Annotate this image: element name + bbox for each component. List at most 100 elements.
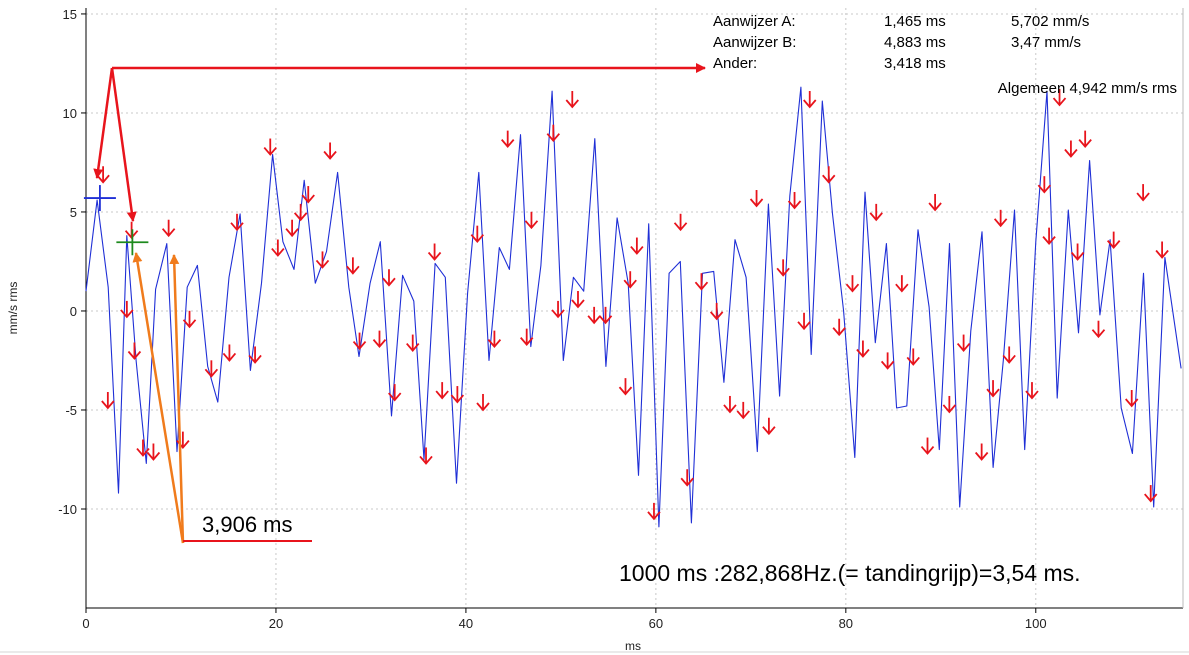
info-time-other: 3,418 ms — [884, 55, 946, 72]
x-tick-label: 100 — [1025, 616, 1047, 631]
harmonic-marker — [993, 209, 1008, 228]
harmonic-marker — [1042, 227, 1056, 246]
harmonic-marker — [285, 219, 299, 238]
harmonic-marker — [803, 91, 817, 109]
x-tick-label: 20 — [269, 616, 283, 631]
harmonic-marker — [346, 257, 360, 275]
harmonic-marker — [1052, 89, 1067, 107]
harmonic-marker — [565, 91, 579, 109]
harmonic-marker — [406, 334, 420, 352]
waveform-series — [85, 86, 1182, 528]
harmonic-marker — [520, 328, 534, 347]
harmonic-marker — [749, 190, 764, 208]
x-tick-label: 80 — [839, 616, 853, 631]
harmonic-marker — [1070, 243, 1085, 261]
harmonic-marker — [435, 382, 449, 400]
harmonic-marker — [427, 243, 442, 261]
harmonic-marker — [587, 306, 601, 325]
harmonic-markers — [96, 89, 1169, 521]
info-value-a: 5,702 mm/s — [1011, 13, 1089, 30]
orange-arrow-left — [132, 252, 185, 544]
harmonic-marker — [161, 219, 176, 238]
y-tick-label: -5 — [65, 403, 77, 418]
harmonic-marker — [101, 392, 115, 410]
harmonic-marker — [222, 344, 237, 362]
harmonic-marker — [315, 251, 330, 269]
harmonic-marker — [136, 439, 150, 457]
info-overall: Algemeen 4,942 mm/s rms — [998, 80, 1177, 97]
harmonic-marker — [974, 443, 989, 461]
harmonic-marker — [623, 271, 637, 289]
y-axis-title: mm/s rms — [6, 282, 20, 335]
waveform-line — [85, 86, 1182, 528]
harmonic-marker — [450, 386, 465, 404]
harmonic-marker — [797, 312, 811, 331]
harmonic-marker — [647, 502, 661, 521]
harmonic-marker — [323, 142, 337, 160]
harmonic-marker — [204, 360, 219, 378]
harmonic-marker — [419, 447, 433, 465]
harmonic-marker — [1155, 241, 1169, 259]
harmonic-marker — [986, 380, 1000, 398]
y-tick-label: 5 — [70, 205, 77, 220]
harmonic-marker — [630, 237, 644, 255]
harmonic-marker — [1125, 390, 1139, 408]
harmonic-marker — [120, 300, 134, 319]
harmonic-marker — [709, 302, 724, 321]
harmonic-marker — [673, 213, 688, 232]
harmonic-marker — [942, 395, 957, 414]
harmonic-marker — [271, 239, 285, 257]
info-box: Aanwijzer A: 1,465 ms 5,702 mm/s Aanwijz… — [713, 13, 1177, 97]
axes — [0, 8, 1189, 653]
harmonic-marker — [127, 342, 142, 360]
x-axis-title: ms — [625, 639, 641, 653]
arrow-to-cursor-b — [110, 67, 137, 222]
period-label: 3,906 ms — [202, 512, 293, 537]
info-time-b: 4,883 ms — [884, 34, 946, 51]
harmonic-marker — [230, 213, 244, 232]
harmonic-marker — [895, 275, 909, 293]
harmonic-marker — [845, 275, 860, 293]
harmonic-marker — [146, 443, 161, 461]
harmonic-marker — [546, 124, 560, 143]
harmonic-marker — [352, 332, 367, 350]
info-label-other: Ander: — [713, 55, 757, 72]
harmonic-marker — [787, 192, 802, 210]
info-label-a: Aanwijzer A: — [713, 13, 796, 30]
x-tick-label: 0 — [82, 616, 89, 631]
harmonic-marker — [928, 193, 942, 212]
harmonic-marker — [880, 352, 895, 370]
harmonic-marker — [776, 259, 790, 277]
harmonic-marker — [182, 310, 197, 329]
harmonic-marker — [470, 225, 484, 244]
harmonic-marker — [476, 393, 490, 412]
gear-mesh-note: 1000 ms :282,868Hz.(= tandingrijp)=3,54 … — [619, 560, 1081, 586]
harmonic-marker — [293, 203, 308, 222]
info-value-b: 3,47 mm/s — [1011, 34, 1081, 51]
harmonic-marker — [680, 469, 694, 487]
harmonic-marker — [1025, 382, 1039, 400]
y-tick-label: 0 — [70, 304, 77, 319]
harmonic-marker — [382, 269, 396, 287]
info-time-a: 1,465 ms — [884, 13, 946, 30]
harmonic-marker — [571, 291, 585, 309]
x-tick-label: 60 — [649, 616, 663, 631]
red-annotation-arrows — [93, 63, 706, 222]
y-tick-label: 15 — [63, 7, 77, 22]
harmonic-marker — [856, 340, 870, 358]
harmonic-marker — [551, 300, 565, 319]
harmonic-marker — [524, 211, 539, 230]
cursor-a-crosshair — [83, 185, 116, 212]
cursors — [83, 185, 149, 256]
harmonic-marker — [387, 384, 402, 402]
harmonic-marker — [762, 417, 776, 436]
harmonic-marker — [723, 395, 737, 414]
harmonic-marker — [263, 138, 277, 156]
harmonic-marker — [832, 318, 846, 337]
plot-area — [86, 8, 1183, 608]
harmonic-marker — [1002, 346, 1016, 364]
info-label-b: Aanwijzer B: — [713, 34, 796, 51]
harmonic-marker — [956, 334, 971, 352]
period-annotation: 3,906 ms — [132, 252, 312, 544]
